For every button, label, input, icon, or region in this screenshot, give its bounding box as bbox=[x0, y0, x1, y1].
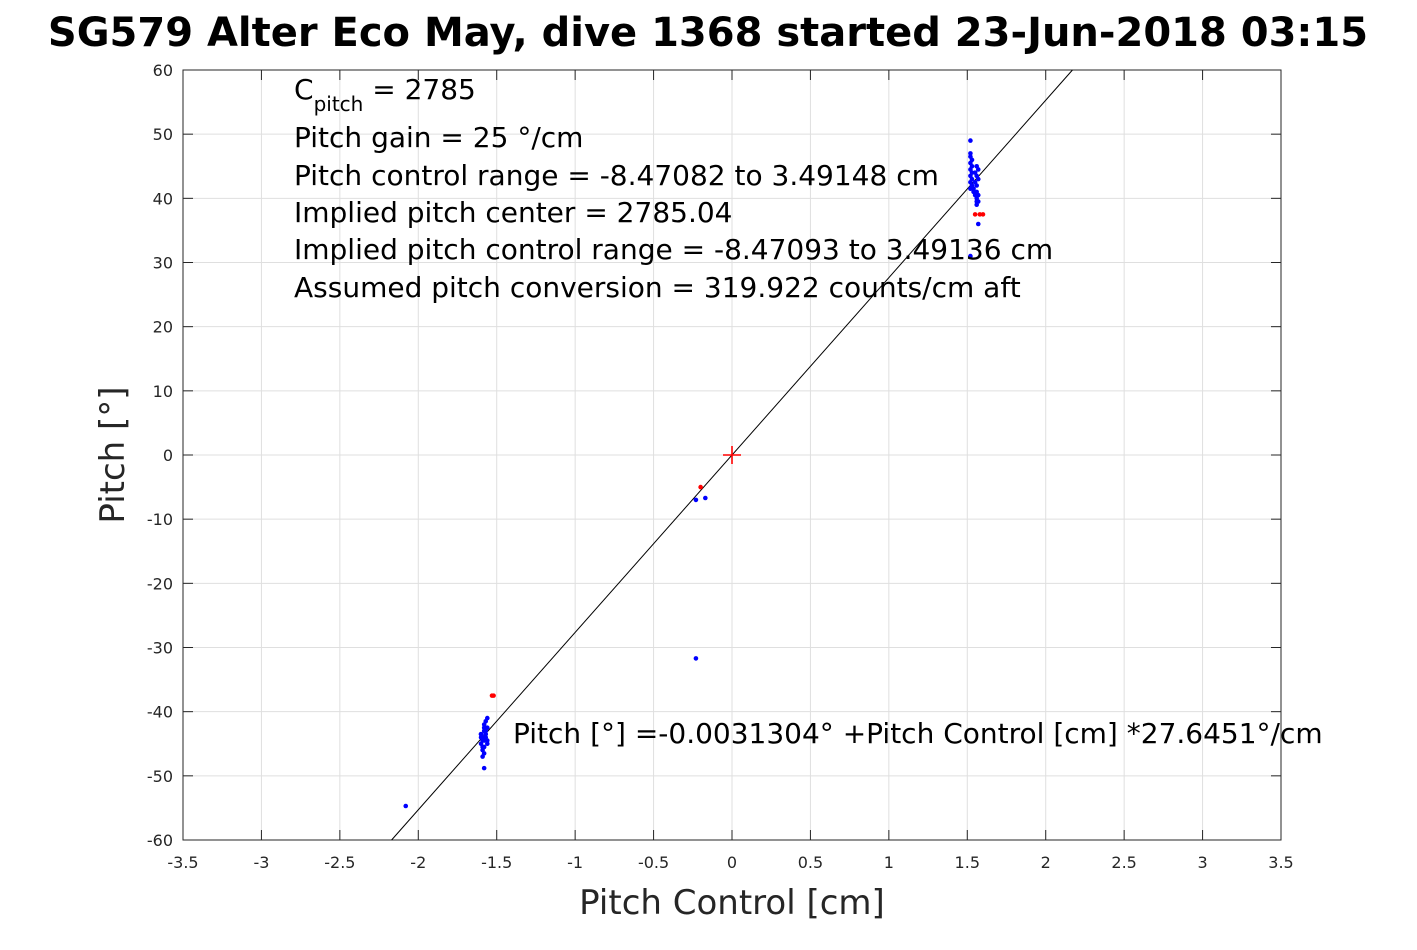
y-tick-label: 0 bbox=[163, 446, 173, 465]
c-pitch-subscript: pitch bbox=[314, 92, 364, 116]
x-tick-label: -3 bbox=[253, 853, 269, 872]
data-point bbox=[972, 179, 978, 185]
pitch-control-range-annotation: Pitch control range = -8.47082 to 3.4914… bbox=[294, 159, 939, 192]
x-tick-label: 2 bbox=[1041, 853, 1051, 872]
assumed-conversion-annotation: Assumed pitch conversion = 319.922 count… bbox=[294, 271, 1021, 304]
y-tick-label: -30 bbox=[147, 639, 173, 658]
x-tick-label: 2.5 bbox=[1111, 853, 1136, 872]
pitch-gain-annotation: Pitch gain = 25 °/cm bbox=[294, 121, 583, 154]
c-pitch-value: = 2785 bbox=[363, 73, 476, 106]
implied-range-annotation: Implied pitch control range = -8.47093 t… bbox=[294, 233, 1053, 266]
data-point bbox=[478, 731, 484, 737]
x-tick-label: -3.5 bbox=[167, 853, 198, 872]
y-tick-label: -20 bbox=[147, 574, 173, 593]
y-tick-label: 50 bbox=[153, 125, 173, 144]
y-axis-label: Pitch [°] bbox=[93, 386, 133, 523]
data-point bbox=[693, 497, 699, 503]
x-tick-label: -1 bbox=[567, 853, 583, 872]
data-point bbox=[968, 138, 973, 143]
data-point bbox=[481, 744, 487, 750]
c-pitch-annotation: Cpitch = 2785 bbox=[294, 73, 476, 116]
data-point bbox=[972, 212, 978, 217]
data-point bbox=[485, 715, 490, 721]
x-tick-label: 1 bbox=[884, 853, 894, 872]
y-axis-ticks: -60 -50 -40 -30 -20 -10 0 10 20 30 40 50 60 bbox=[147, 61, 1281, 850]
data-point bbox=[693, 656, 699, 661]
data-points bbox=[403, 138, 986, 809]
y-tick-label: -60 bbox=[147, 831, 173, 850]
x-tick-label: 3.5 bbox=[1268, 853, 1293, 872]
data-point bbox=[968, 253, 973, 259]
x-tick-label: 1.5 bbox=[955, 853, 980, 872]
x-axis-label: Pitch Control [cm] bbox=[579, 883, 885, 923]
data-point bbox=[403, 803, 409, 809]
data-point bbox=[698, 484, 703, 490]
data-point bbox=[483, 731, 489, 737]
center-marker-group bbox=[723, 446, 741, 464]
data-point bbox=[974, 202, 979, 208]
c-pitch-base: C bbox=[294, 73, 314, 106]
data-point bbox=[980, 212, 986, 217]
implied-center-annotation: Implied pitch center = 2785.04 bbox=[294, 196, 732, 229]
y-tick-label: 30 bbox=[153, 254, 173, 273]
y-tick-label: -50 bbox=[147, 767, 173, 786]
x-tick-label: -2 bbox=[410, 853, 426, 872]
data-point bbox=[974, 199, 979, 204]
annotation-block: Cpitch = 2785 Pitch gain = 25 °/cm Pitch… bbox=[294, 73, 1323, 750]
data-point bbox=[481, 765, 487, 771]
data-point bbox=[703, 495, 708, 501]
y-tick-label: 20 bbox=[153, 318, 173, 337]
data-point bbox=[485, 741, 490, 747]
data-point bbox=[480, 754, 485, 759]
y-tick-label: 10 bbox=[153, 382, 173, 401]
fit-equation-annotation: Pitch [°] =-0.0031304° +Pitch Control [c… bbox=[513, 717, 1323, 750]
x-tick-label: -0.5 bbox=[638, 853, 669, 872]
data-point bbox=[974, 173, 979, 179]
x-tick-label: 3 bbox=[1197, 853, 1207, 872]
data-point bbox=[975, 221, 981, 227]
x-tick-label: -1.5 bbox=[481, 853, 512, 872]
y-tick-label: 40 bbox=[153, 189, 173, 208]
data-point bbox=[485, 738, 490, 743]
data-point bbox=[968, 151, 973, 156]
x-tick-label: 0 bbox=[727, 853, 737, 872]
grid-lines bbox=[182, 69, 1282, 841]
x-tick-label: 0.5 bbox=[798, 853, 823, 872]
data-point bbox=[975, 167, 981, 172]
x-tick-label: -2.5 bbox=[324, 853, 355, 872]
data-point bbox=[481, 725, 487, 731]
y-tick-label: 60 bbox=[153, 61, 173, 80]
chart-title: SG579 Alter Eco May, dive 1368 started 2… bbox=[48, 10, 1368, 56]
data-point bbox=[975, 192, 981, 198]
data-point bbox=[971, 186, 976, 192]
data-point bbox=[489, 693, 495, 698]
y-tick-label: -40 bbox=[147, 703, 173, 722]
data-point bbox=[480, 738, 485, 743]
x-axis-ticks: -3.5 -3 -2.5 -2 -1.5 -1 -0.5 0 0.5 1 1.5 2 2.5 3 3.5 bbox=[167, 70, 1294, 872]
y-tick-label: -10 bbox=[147, 510, 173, 529]
